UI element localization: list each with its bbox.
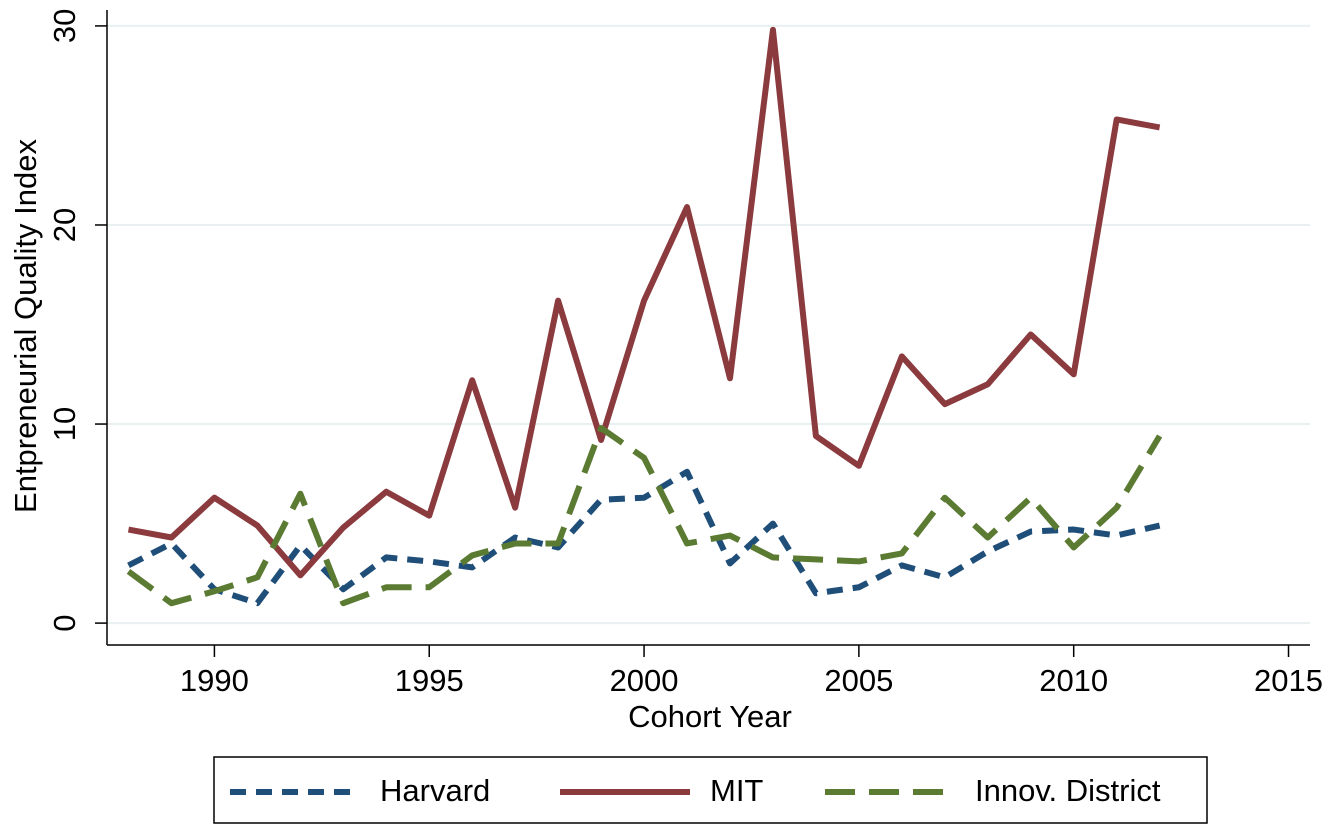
x-axis-title: Cohort Year — [628, 699, 792, 734]
series-line — [127, 26, 1161, 579]
y-tick-label: 10 — [47, 407, 82, 441]
legend-label: Innov. District — [975, 773, 1161, 808]
legend-label: MIT — [710, 773, 763, 808]
legend-label: Harvard — [380, 773, 490, 808]
x-tick-label: 1995 — [395, 663, 464, 698]
series-line — [127, 468, 1161, 607]
x-tick-label: 2005 — [824, 663, 893, 698]
legend-box — [213, 756, 1208, 824]
y-tick-label: 20 — [47, 208, 82, 242]
x-tick-label: 2010 — [1039, 663, 1108, 698]
y-axis-title: Entpreneurial Quality Index — [8, 139, 43, 513]
x-tick-label: 2015 — [1254, 663, 1323, 698]
x-tick-label: 1990 — [180, 663, 249, 698]
x-tick-label: 2000 — [610, 663, 679, 698]
series-line — [126, 425, 1163, 607]
y-tick-label: 0 — [47, 614, 82, 631]
y-tick-label: 30 — [47, 9, 82, 43]
